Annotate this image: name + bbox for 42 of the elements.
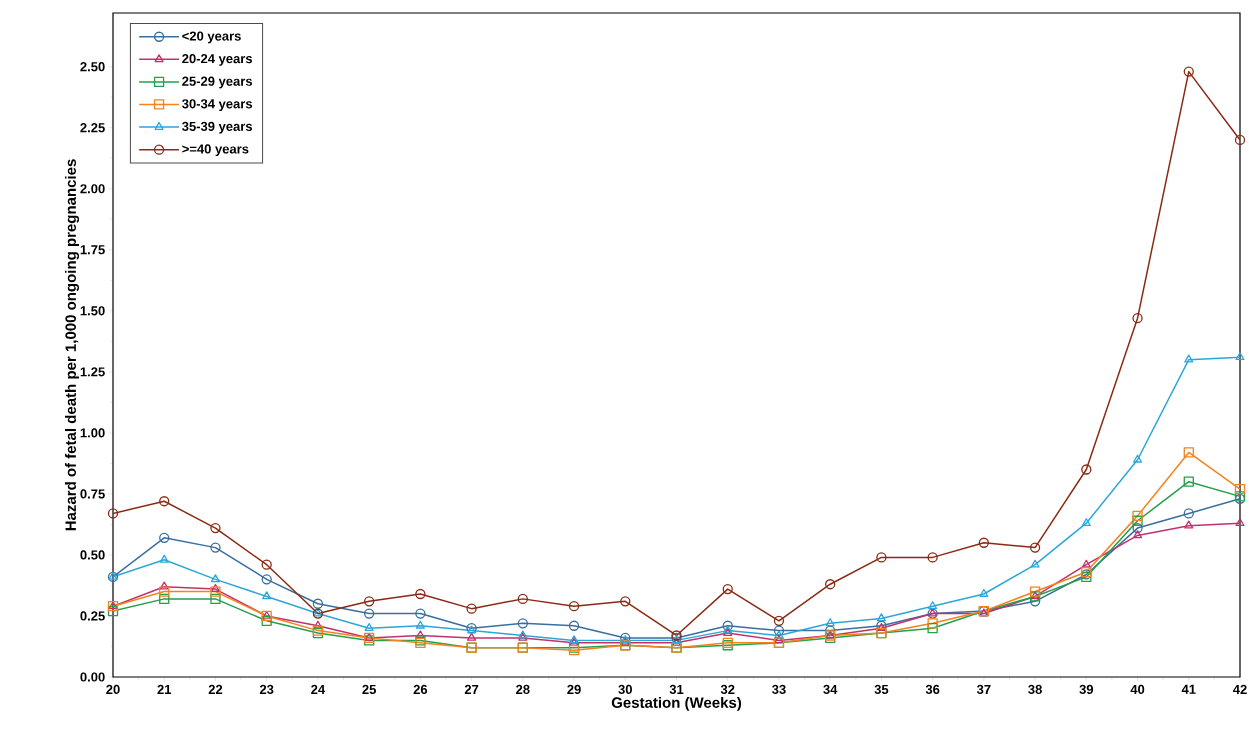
y-tick-label: 2.50 [80,62,105,72]
y-tick-label: 1.50 [80,306,105,316]
x-tick-label: 25 [362,684,377,694]
legend-label: 35-39 years [182,121,253,134]
legend-label: >=40 years [182,144,249,157]
x-tick-label: 35 [874,684,889,695]
y-tick-label: 1.25 [80,367,105,377]
x-tick-label: 28 [516,684,530,694]
y-tick-label: 0.50 [80,550,105,560]
y-tick-label: 2.00 [80,184,105,194]
x-axis-title: Gestation (Weeks) [611,696,742,711]
y-axis-title: Hazard of fetal death per 1,000 ongoing pregnancies [64,159,80,531]
legend-label: 30-34 years [182,99,253,111]
legend-label: 20-24 years [182,54,253,66]
x-tick-label: 37 [976,684,991,695]
x-tick-label: 21 [157,684,172,694]
x-tick-label: 42 [1232,684,1247,694]
x-tick-label: 31 [669,684,684,695]
x-tick-label: 23 [259,684,274,695]
x-tick-label: 27 [464,684,479,694]
x-tick-label: 32 [720,684,735,695]
x-tick-label: 40 [1130,684,1145,694]
y-tick-label: 1.75 [80,245,105,255]
x-tick-label: 24 [311,684,326,694]
x-tick-label: 36 [925,684,940,695]
x-tick-label: 33 [772,684,786,695]
legend-label: <20 years [182,31,241,44]
x-tick-label: 39 [1079,684,1094,695]
y-tick-label: 0.75 [80,489,105,499]
x-tick-label: 38 [1028,684,1042,695]
x-tick-label: 22 [208,684,223,694]
x-tick-label: 41 [1181,684,1196,694]
y-tick-label: 0.00 [80,672,105,682]
y-tick-label: 2.25 [80,123,105,133]
x-tick-label: 29 [567,684,581,694]
x-tick-label: 20 [106,684,120,694]
x-tick-label: 30 [618,684,632,695]
y-tick-label: 0.25 [80,611,105,621]
legend-label: 25-29 years [182,76,253,89]
y-tick-label: 1.00 [80,428,105,438]
x-tick-label: 26 [413,684,428,694]
x-tick-label: 34 [823,684,838,695]
